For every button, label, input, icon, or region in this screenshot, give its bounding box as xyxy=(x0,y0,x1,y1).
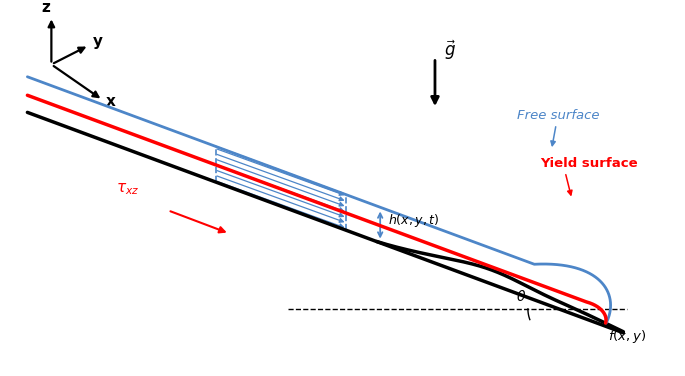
Text: $h(x,y,t)$: $h(x,y,t)$ xyxy=(388,212,440,229)
Text: $\tau_{xz}$: $\tau_{xz}$ xyxy=(116,182,140,197)
Text: y: y xyxy=(92,34,103,49)
Text: z: z xyxy=(42,0,50,15)
Text: $\theta$: $\theta$ xyxy=(516,289,527,304)
Text: x: x xyxy=(106,94,116,109)
Text: Yield surface: Yield surface xyxy=(540,157,638,170)
Text: $\vec{g}$: $\vec{g}$ xyxy=(444,39,456,62)
Text: $f(x,y)$: $f(x,y)$ xyxy=(608,328,647,346)
Text: Free surface: Free surface xyxy=(517,109,599,122)
